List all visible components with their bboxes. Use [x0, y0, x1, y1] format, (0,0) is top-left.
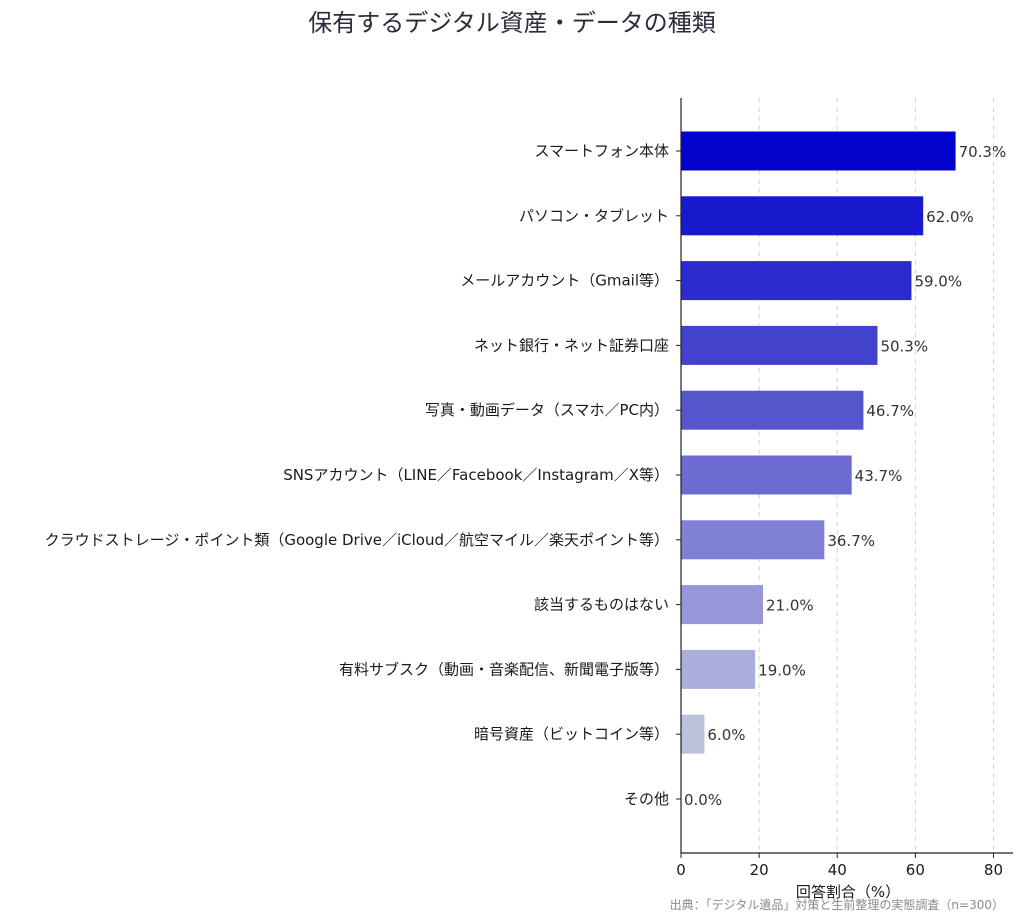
bar-4 — [681, 390, 864, 430]
bar-9 — [681, 714, 705, 754]
value-label-4: 46.7% — [866, 402, 914, 420]
value-label-3: 50.3% — [880, 337, 928, 355]
x-tick-label-0: 0 — [676, 861, 686, 879]
value-label-6: 36.7% — [827, 532, 875, 550]
bar-3 — [681, 325, 878, 365]
bar-1 — [681, 196, 924, 236]
value-label-5: 43.7% — [855, 467, 903, 485]
bars — [681, 131, 956, 754]
category-label-10: その他 — [624, 790, 669, 808]
x-tick-label-2: 40 — [828, 861, 847, 879]
bar-5 — [681, 455, 852, 495]
x-tick-label-3: 60 — [906, 861, 925, 879]
bar-7 — [681, 585, 764, 625]
bar-2 — [681, 261, 912, 301]
category-label-5: SNSアカウント（LINE／Facebook／Instagram／X等） — [283, 466, 669, 484]
labels: スマートフォン本体 70.3% パソコン・タブレット 62.0% メールアカウント（Gm… — [45, 142, 1007, 809]
value-label-8: 19.0% — [758, 661, 806, 679]
value-label-10: 0.0% — [684, 791, 722, 809]
category-label-4: 写真・動画データ（スマホ／PC内） — [425, 401, 669, 419]
source-note: 出典：「デジタル遺品」対策と生前整理の実態調査（n=300） — [670, 897, 1004, 912]
category-label-8: 有料サブスク（動画・音楽配信、新聞電子版等） — [339, 660, 669, 678]
value-label-7: 21.0% — [766, 597, 814, 615]
bar-0 — [681, 131, 956, 171]
x-tick-label-1: 20 — [750, 861, 769, 879]
value-label-9: 6.0% — [707, 726, 745, 744]
chart-title: 保有するデジタル資産・データの種類 — [308, 9, 716, 37]
category-label-1: パソコン・タブレット — [519, 207, 669, 225]
value-label-2: 59.0% — [914, 273, 962, 291]
category-label-3: ネット銀行・ネット証券口座 — [474, 336, 669, 354]
bar-8 — [681, 649, 756, 689]
bar-6 — [681, 520, 825, 560]
value-label-1: 62.0% — [926, 208, 974, 226]
axes: 0 20 40 60 80 — [676, 98, 1013, 879]
value-label-0: 70.3% — [959, 143, 1007, 161]
category-label-9: 暗号資産（ビットコイン等） — [474, 725, 669, 743]
category-label-2: メールアカウント（Gmail等） — [460, 272, 669, 290]
category-label-7: 該当するものはない — [534, 596, 669, 614]
category-label-6: クラウドストレージ・ポイント類（Google Drive／iCloud／航空マイ… — [45, 531, 669, 549]
x-axis-title: 回答割合（%） — [796, 883, 900, 901]
x-tick-label-4: 80 — [984, 861, 1003, 879]
category-label-0: スマートフォン本体 — [534, 142, 669, 160]
